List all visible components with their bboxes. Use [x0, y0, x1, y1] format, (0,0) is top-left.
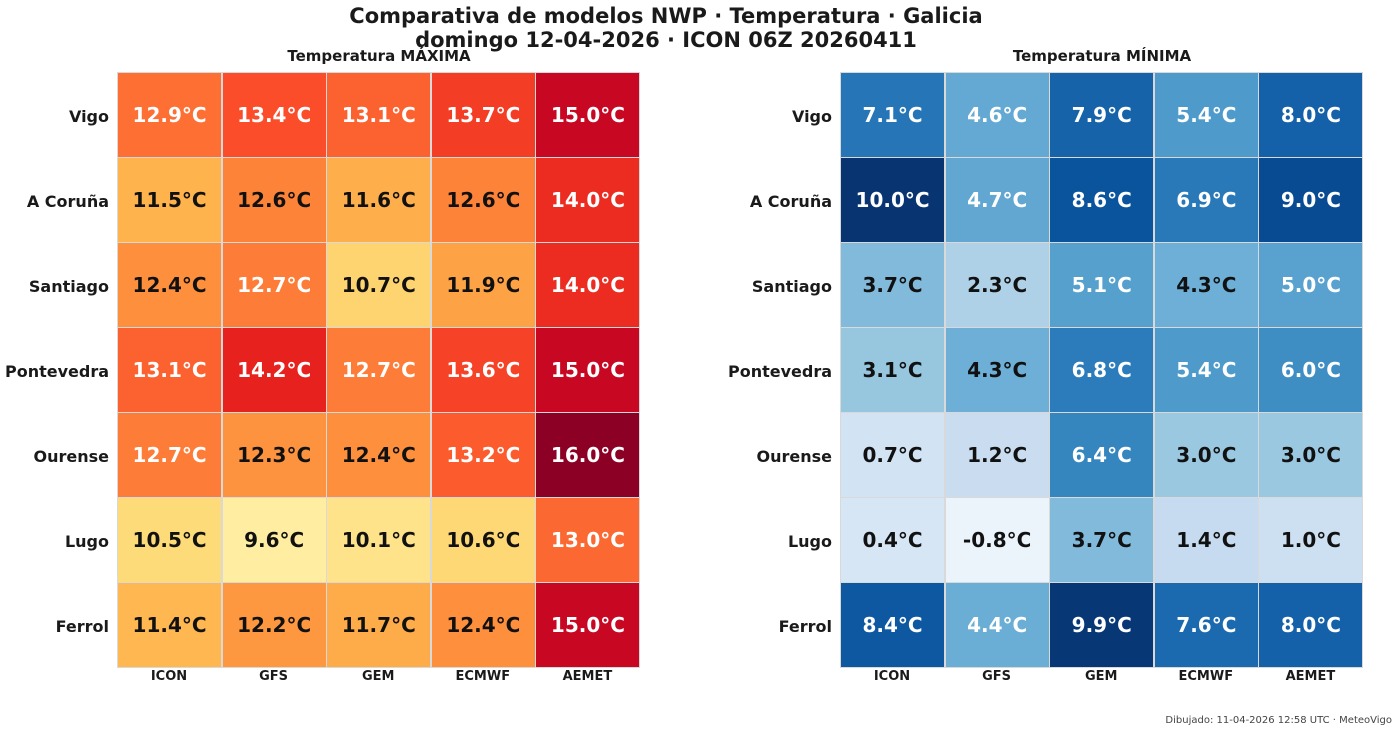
heatmap-cell-pontevedra-aemet: 15.0°C — [535, 327, 641, 413]
heatmap-cell-vigo-gem: 13.1°C — [326, 72, 432, 158]
heatmap-cell-ourense-ecmwf: 13.2°C — [430, 412, 536, 498]
heatmap-cell-santiago-aemet: 14.0°C — [535, 242, 641, 328]
heatmap-cell-ferrol-gem: 11.7°C — [326, 582, 432, 668]
heatmap-cell-ferrol-gfs: 12.2°C — [221, 582, 327, 668]
heatmap-cell-pontevedra-ecmwf: 5.4°C — [1153, 327, 1259, 413]
heatmap-cell-a-coruna-gem: 11.6°C — [326, 157, 432, 243]
row-label-a-coruna: A Coruña — [26, 191, 109, 211]
heatmap-cell-a-coruna-gfs: 4.7°C — [944, 157, 1050, 243]
heatmap-cell-a-coruna-gem: 8.6°C — [1049, 157, 1155, 243]
heatmap-cell-a-coruna-icon: 11.5°C — [117, 157, 223, 243]
heatmap-cell-pontevedra-ecmwf: 13.6°C — [430, 327, 536, 413]
heatmap-cell-vigo-aemet: 8.0°C — [1258, 72, 1364, 158]
heatmap-cell-pontevedra-icon: 13.1°C — [117, 327, 223, 413]
row-label-ferrol: Ferrol — [55, 616, 109, 636]
chart-title: Comparativa de modelos NWP · Temperatura… — [349, 4, 983, 28]
heatmap-cell-santiago-icon: 12.4°C — [117, 242, 223, 328]
heatmap-cell-ourense-gfs: 12.3°C — [221, 412, 327, 498]
heatmap-cell-santiago-gfs: 2.3°C — [944, 242, 1050, 328]
heatmap-cell-vigo-gem: 7.9°C — [1049, 72, 1155, 158]
heatmap-cell-lugo-gfs: -0.8°C — [944, 497, 1050, 583]
heatmap-cell-pontevedra-icon: 3.1°C — [840, 327, 946, 413]
heatmap-cell-a-coruna-ecmwf: 12.6°C — [430, 157, 536, 243]
heatmap-cell-a-coruna-gfs: 12.6°C — [221, 157, 327, 243]
heatmap-cell-santiago-ecmwf: 4.3°C — [1153, 242, 1259, 328]
row-label-pontevedra: Pontevedra — [4, 361, 109, 381]
heatmap-cell-ferrol-aemet: 8.0°C — [1258, 582, 1364, 668]
heatmap-cell-lugo-ecmwf: 1.4°C — [1153, 497, 1259, 583]
heatmap-cell-ferrol-gfs: 4.4°C — [944, 582, 1050, 668]
column-label-gfs: GFS — [259, 669, 289, 684]
row-label-santiago: Santiago — [28, 276, 109, 296]
footer-credit: Dibujado: 11-04-2026 12:58 UTC · MeteoVi… — [1165, 715, 1392, 726]
heatmap-cell-ourense-gem: 6.4°C — [1049, 412, 1155, 498]
heatmap-cell-santiago-gem: 10.7°C — [326, 242, 432, 328]
heatmap-cell-vigo-icon: 12.9°C — [117, 72, 223, 158]
heatmap-cell-vigo-gfs: 13.4°C — [221, 72, 327, 158]
row-label-ferrol: Ferrol — [778, 616, 832, 636]
heatmap-cell-vigo-aemet: 15.0°C — [535, 72, 641, 158]
heatmap-cell-lugo-gfs: 9.6°C — [221, 497, 327, 583]
heatmap-cell-ferrol-icon: 8.4°C — [840, 582, 946, 668]
heatmap-cell-ourense-gem: 12.4°C — [326, 412, 432, 498]
heatmap-cell-ferrol-gem: 9.9°C — [1049, 582, 1155, 668]
heatmap-cell-lugo-gem: 10.1°C — [326, 497, 432, 583]
heatmap-cell-lugo-aemet: 13.0°C — [535, 497, 641, 583]
row-label-ourense: Ourense — [756, 446, 833, 466]
column-label-gem: GEM — [361, 669, 395, 684]
column-label-ecmwf: ECMWF — [455, 669, 511, 684]
row-label-lugo: Lugo — [787, 531, 832, 551]
heatmap-cell-lugo-icon: 0.4°C — [840, 497, 946, 583]
heatmap-cell-santiago-gfs: 12.7°C — [221, 242, 327, 328]
row-label-lugo: Lugo — [64, 531, 109, 551]
heatmap-cell-a-coruna-ecmwf: 6.9°C — [1153, 157, 1259, 243]
heatmap-cell-pontevedra-gfs: 14.2°C — [221, 327, 327, 413]
panel-title-min: Temperatura MÍNIMA — [1012, 47, 1192, 65]
row-label-pontevedra: Pontevedra — [727, 361, 832, 381]
heatmap-cell-vigo-gfs: 4.6°C — [944, 72, 1050, 158]
row-label-vigo: Vigo — [68, 106, 109, 126]
heatmap-cell-lugo-icon: 10.5°C — [117, 497, 223, 583]
column-label-ecmwf: ECMWF — [1178, 669, 1234, 684]
heatmap-cell-pontevedra-gem: 12.7°C — [326, 327, 432, 413]
heatmap-cell-ferrol-ecmwf: 7.6°C — [1153, 582, 1259, 668]
heatmap-cell-santiago-ecmwf: 11.9°C — [430, 242, 536, 328]
panel-title-max: Temperatura MÁXIMA — [287, 47, 471, 65]
heatmap-cell-vigo-ecmwf: 5.4°C — [1153, 72, 1259, 158]
heatmap-cell-pontevedra-aemet: 6.0°C — [1258, 327, 1364, 413]
heatmap-cell-ourense-icon: 0.7°C — [840, 412, 946, 498]
heatmap-cell-ourense-icon: 12.7°C — [117, 412, 223, 498]
heatmap-cell-vigo-icon: 7.1°C — [840, 72, 946, 158]
column-label-gem: GEM — [1084, 669, 1118, 684]
heatmap-cell-ferrol-icon: 11.4°C — [117, 582, 223, 668]
heatmap-cell-santiago-icon: 3.7°C — [840, 242, 946, 328]
heatmap-cell-a-coruna-aemet: 14.0°C — [535, 157, 641, 243]
row-label-santiago: Santiago — [751, 276, 832, 296]
heatmap-cell-ferrol-ecmwf: 12.4°C — [430, 582, 536, 668]
heatmap-cell-a-coruna-aemet: 9.0°C — [1258, 157, 1364, 243]
heatmap-cell-ferrol-aemet: 15.0°C — [535, 582, 641, 668]
heatmap-cell-ourense-ecmwf: 3.0°C — [1153, 412, 1259, 498]
heatmap-cell-a-coruna-icon: 10.0°C — [840, 157, 946, 243]
heatmap-cell-lugo-ecmwf: 10.6°C — [430, 497, 536, 583]
row-label-a-coruna: A Coruña — [749, 191, 832, 211]
row-label-vigo: Vigo — [791, 106, 832, 126]
column-label-aemet: AEMET — [562, 669, 613, 684]
heatmap-cell-vigo-ecmwf: 13.7°C — [430, 72, 536, 158]
column-label-aemet: AEMET — [1285, 669, 1336, 684]
column-label-gfs: GFS — [982, 669, 1012, 684]
column-label-icon: ICON — [150, 669, 188, 684]
heatmap-cell-pontevedra-gem: 6.8°C — [1049, 327, 1155, 413]
heatmap-cell-santiago-gem: 5.1°C — [1049, 242, 1155, 328]
heatmap-cell-ourense-aemet: 16.0°C — [535, 412, 641, 498]
chart-subtitle: domingo 12-04-2026 · ICON 06Z 20260411 — [415, 28, 917, 52]
heatmap-cell-pontevedra-gfs: 4.3°C — [944, 327, 1050, 413]
heatmap-cell-lugo-gem: 3.7°C — [1049, 497, 1155, 583]
heatmap-cell-lugo-aemet: 1.0°C — [1258, 497, 1364, 583]
column-label-icon: ICON — [873, 669, 911, 684]
heatmap-cell-santiago-aemet: 5.0°C — [1258, 242, 1364, 328]
heatmap-cell-ourense-gfs: 1.2°C — [944, 412, 1050, 498]
heatmap-cell-ourense-aemet: 3.0°C — [1258, 412, 1364, 498]
row-label-ourense: Ourense — [33, 446, 110, 466]
